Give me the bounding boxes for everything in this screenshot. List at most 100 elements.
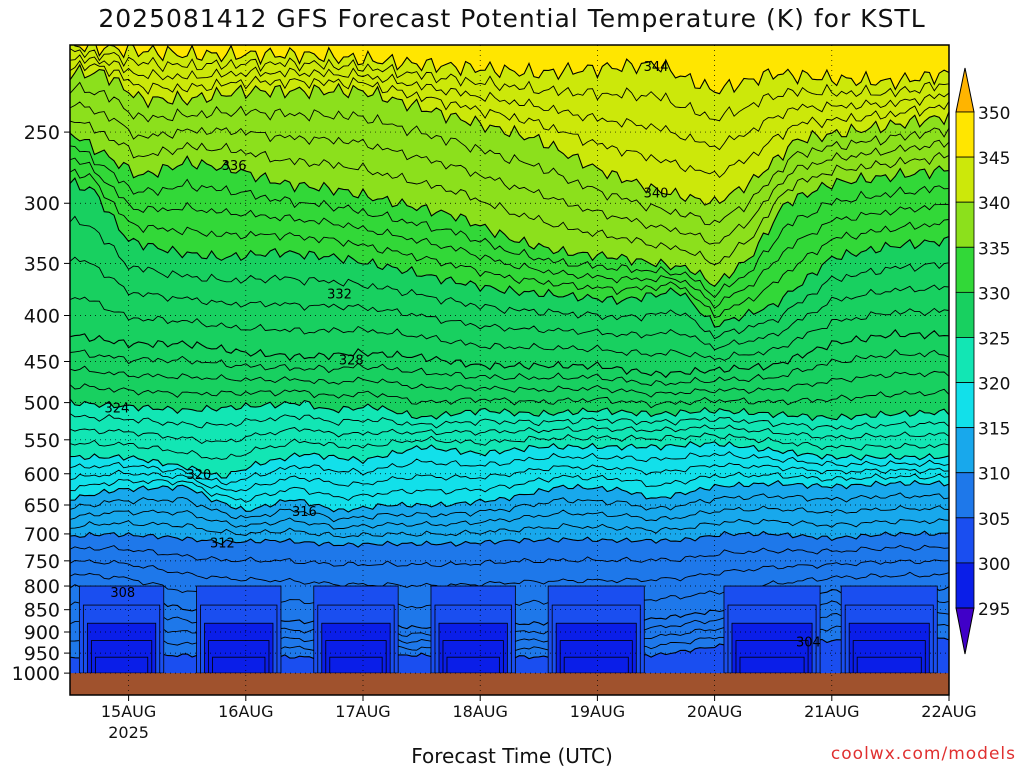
contour-322 [70, 424, 949, 445]
colorbar-top-arrow [955, 67, 975, 113]
ytick-label-1000: 1000 [12, 663, 60, 685]
colorbar-label-330: 330 [978, 284, 1010, 304]
xtick-label-21AUG: 21AUG [804, 702, 859, 721]
x-axis: 15AUG 2025 16AUG 17AUG 18AUG 19AUG 20AUG 21AUG 2… [101, 695, 977, 742]
contour-343 [70, 48, 949, 122]
ytick-label-950: 950 [24, 643, 60, 665]
ytick-label-550: 550 [24, 430, 60, 452]
bl-cell [739, 656, 805, 674]
fill-band-348 [70, 45, 949, 80]
plot-area [70, 45, 949, 695]
contour-320 [70, 441, 949, 479]
contour-312 [70, 530, 949, 548]
bl-cell [94, 656, 149, 674]
colorbar-segment-6 [955, 382, 975, 429]
contour-331 [70, 215, 949, 340]
ytick-label-350: 350 [24, 253, 60, 275]
x-axis-label: Forecast Time (UTC) [411, 744, 613, 768]
fill-band-328 [70, 178, 949, 378]
xtick-label-22AUG: 22AUG [921, 702, 976, 721]
colorbar-label-340: 340 [978, 194, 1010, 214]
contour-labels: 304 308 312 316 320 324 328 332 336 340 344 [104, 60, 820, 651]
ytick-label-800: 800 [24, 576, 60, 598]
contour-317 [70, 471, 949, 503]
xtick-label-17AUG: 17AUG [335, 702, 390, 721]
ytick-label-450: 450 [24, 351, 60, 373]
contour-333 [70, 168, 949, 319]
ytick-label-750: 750 [24, 551, 60, 573]
contour-314 [70, 505, 949, 530]
contour-label-332: 332 [327, 287, 352, 302]
credit-watermark: coolwx.com/models [830, 744, 1016, 764]
contour-339 [70, 81, 949, 226]
contour-340 [70, 63, 949, 206]
ytick-label-850: 850 [24, 600, 60, 622]
xtick-label-16AUG: 16AUG [218, 702, 273, 721]
colorbar-segment-9 [955, 517, 975, 564]
xtick-label-20AUG: 20AUG [687, 702, 742, 721]
ytick-label-400: 400 [24, 306, 60, 328]
contour-342 [70, 54, 949, 151]
colorbar-label-300: 300 [978, 555, 1010, 575]
fill-band-336 [70, 64, 949, 287]
bl-cell [856, 656, 922, 674]
contour-344 [73, 45, 949, 95]
contour-336 [70, 132, 949, 287]
colorbar-segment-7 [955, 427, 975, 474]
contour-label-320: 320 [187, 468, 212, 483]
bl-cell [563, 656, 629, 674]
plot-frame [69, 44, 950, 696]
contour-329 [70, 296, 949, 361]
contour-323 [70, 413, 949, 431]
xtick-label-19AUG: 19AUG [570, 702, 625, 721]
contour-324 [70, 398, 949, 422]
ytick-label-900: 900 [24, 622, 60, 644]
chart-title: 2025081412 GFS Forecast Potential Temper… [98, 4, 926, 33]
colorbar-label-325: 325 [978, 329, 1010, 349]
colorbar-segment-10 [955, 562, 975, 609]
ground-fill [70, 673, 949, 695]
contour-318 [70, 462, 949, 493]
contour-lines [70, 45, 949, 674]
colorbar-label-320: 320 [978, 375, 1010, 395]
contour-label-316: 316 [292, 505, 317, 520]
contour-313 [70, 518, 949, 539]
colorbar-segment-1 [955, 156, 975, 203]
ytick-label-500: 500 [24, 393, 60, 415]
colorbar-segment-2 [955, 201, 975, 248]
colorbar-segment-4 [955, 291, 975, 338]
fill-band-324 [70, 329, 949, 421]
colorbar-label-335: 335 [978, 239, 1010, 259]
colorbar-label-310: 310 [978, 465, 1010, 485]
colorbar-segment-5 [955, 337, 975, 383]
bl-cell [446, 656, 500, 674]
contour-label-304: 304 [796, 635, 821, 650]
contour-334 [70, 157, 949, 309]
bl-cell [329, 656, 383, 674]
contour-327 [70, 349, 949, 387]
contour-332 [70, 177, 949, 328]
colorbar-label-315: 315 [978, 420, 1010, 440]
contour-341 [70, 60, 949, 179]
contour-330 [70, 256, 949, 351]
contour-335 [70, 145, 949, 299]
contour-label-340: 340 [644, 187, 669, 202]
contour-310 [70, 559, 949, 589]
contour-label-324: 324 [104, 401, 129, 416]
colorbar-label-295: 295 [978, 600, 1010, 620]
colorbar-segment-8 [955, 472, 975, 519]
colorbar-segment-0 [955, 111, 975, 158]
contour-328 [70, 329, 949, 379]
contour-338 [70, 101, 949, 245]
ytick-label-300: 300 [24, 193, 60, 215]
colorbar-label-305: 305 [978, 510, 1010, 530]
y-axis: 2503003504004505005506006507007508008509… [12, 122, 70, 685]
colorbar: 350 345 340 335 330 325 320 315 310 305 300 295 [955, 67, 1010, 655]
xtick-sublabel-2025: 2025 [108, 723, 149, 742]
contour-316 [70, 479, 949, 513]
contour-label-344: 344 [644, 60, 669, 75]
contour-label-312: 312 [210, 537, 235, 552]
contour-315 [70, 492, 949, 523]
ground-band [70, 673, 949, 695]
